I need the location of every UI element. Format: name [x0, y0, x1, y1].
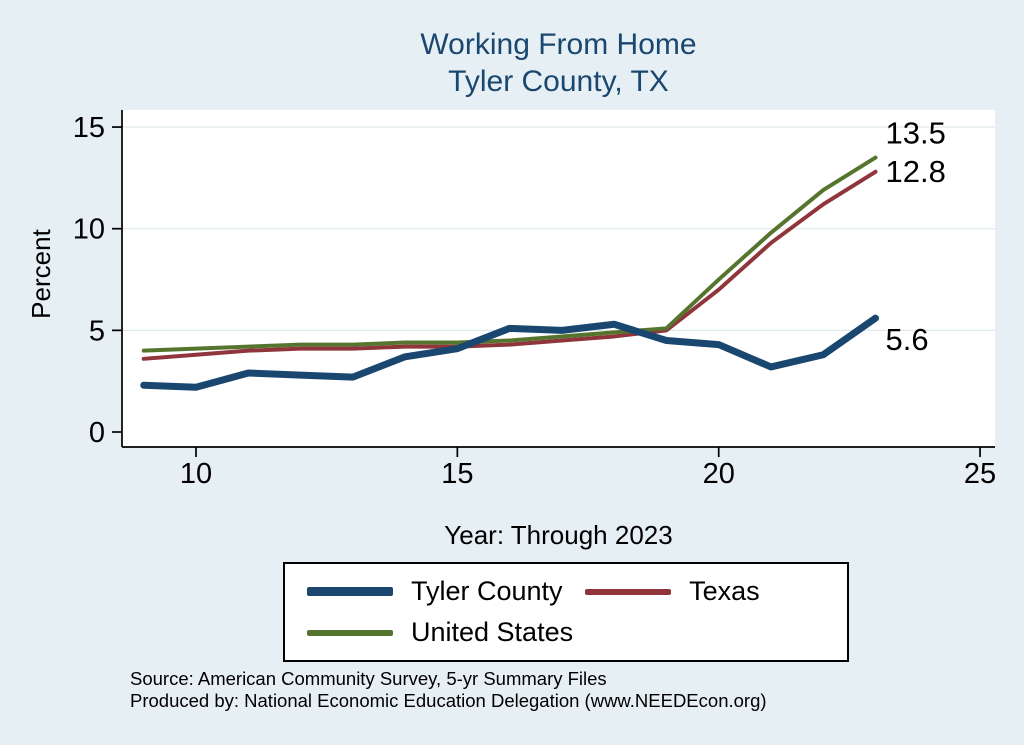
legend-item-united-states: United States [295, 617, 573, 648]
source-note: Source: American Community Survey, 5-yr … [130, 668, 767, 712]
series-line-united-states [141, 155, 878, 353]
end-label-texas: 12.8 [886, 154, 946, 189]
x-tick-label: 10 [180, 458, 212, 490]
y-tick-label: 10 [73, 214, 105, 246]
source-line2: Produced by: National Economic Education… [130, 690, 767, 711]
x-axis-label: Year: Through 2023 [444, 520, 673, 550]
y-tick-label: 0 [89, 417, 105, 449]
plot-background [122, 110, 995, 447]
legend: Tyler County Texas United States [283, 562, 849, 662]
legend-item-tyler-county: Tyler County [295, 576, 573, 607]
x-tick-label: 25 [964, 458, 996, 490]
series-line-tyler-county [140, 314, 880, 391]
y-tick-label: 15 [73, 112, 105, 144]
source-line1: Source: American Community Survey, 5-yr … [130, 668, 607, 689]
legend-label-texas: Texas [689, 576, 760, 606]
end-label-tyler-county: 5.6 [886, 322, 929, 357]
texas-line-swatch [585, 588, 672, 595]
chart-title-line2: Tyler County, TX [448, 65, 669, 98]
legend-label-tyler-county: Tyler County [411, 576, 563, 606]
y-tick-label: 5 [89, 315, 105, 347]
x-tick-label: 15 [441, 458, 473, 490]
y-axis-label: Percent [26, 229, 56, 319]
end-label-united-states: 13.5 [886, 116, 946, 151]
chart-title-line1: Working From Home [420, 28, 697, 61]
series-line-texas [141, 169, 878, 361]
chart-title: Working From Home Tyler County, TX [122, 26, 995, 100]
legend-label-united-states: United States [411, 617, 574, 647]
tyler-county-line-swatch [307, 587, 393, 596]
united-states-line-swatch [307, 629, 393, 636]
x-tick-label: 20 [703, 458, 735, 490]
legend-item-texas: Texas [573, 576, 837, 607]
